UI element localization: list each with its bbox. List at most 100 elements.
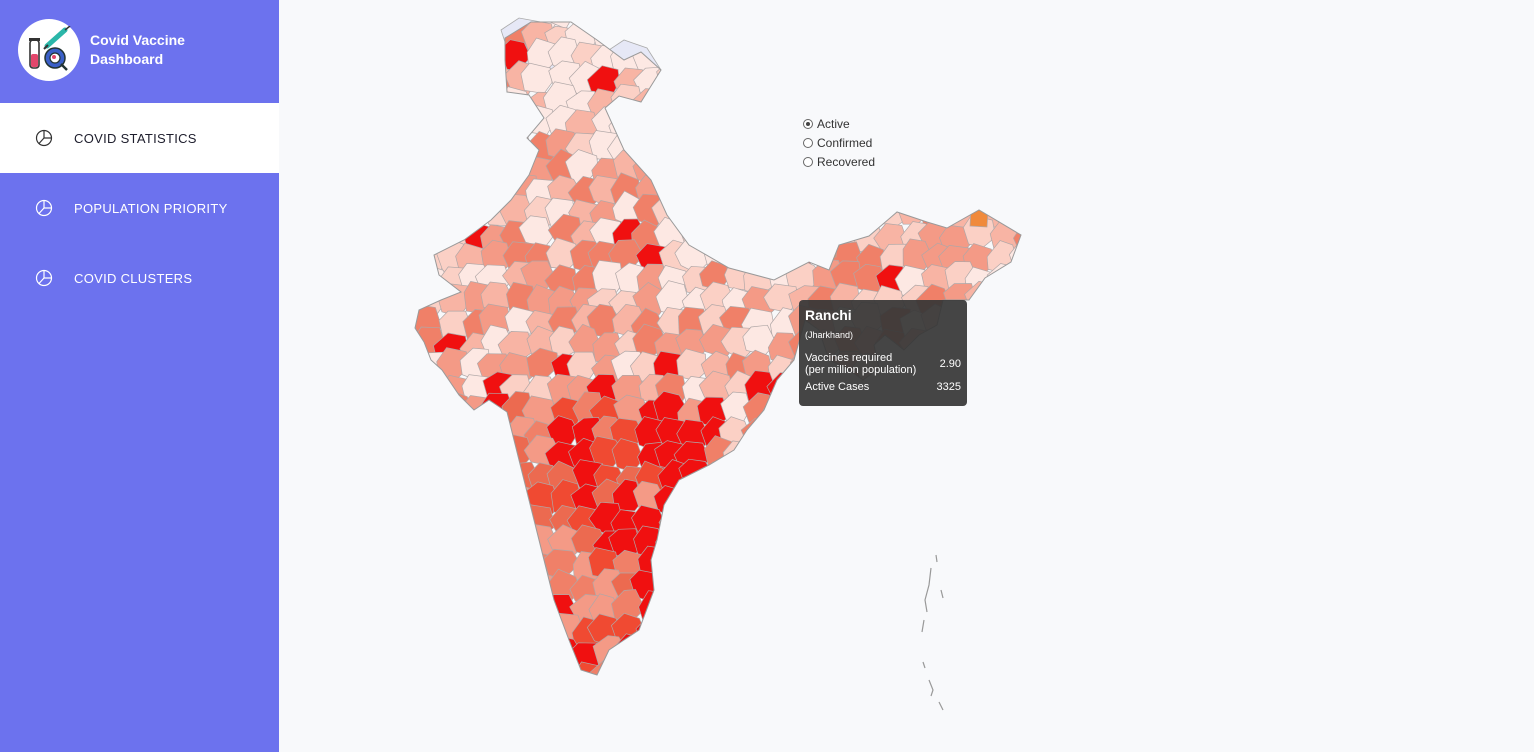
district-cell[interactable]	[965, 41, 1001, 74]
district-cell[interactable]	[902, 506, 936, 540]
district-cell[interactable]	[699, 133, 734, 164]
district-cell[interactable]	[985, 370, 1020, 406]
district-cell[interactable]	[721, 508, 754, 539]
district-cell[interactable]	[1009, 594, 1043, 628]
district-cell[interactable]	[767, 684, 799, 714]
district-cell[interactable]	[765, 17, 801, 52]
district-cell[interactable]	[784, 550, 820, 582]
district-cell[interactable]	[1008, 280, 1042, 315]
district-cell[interactable]	[877, 0, 912, 27]
district-cell[interactable]	[941, 506, 975, 542]
district-cell[interactable]	[390, 131, 422, 167]
district-cell[interactable]	[394, 618, 427, 652]
district-cell[interactable]	[812, 502, 843, 536]
district-cell[interactable]	[897, 83, 936, 117]
district-cell[interactable]	[482, 553, 517, 585]
district-cell[interactable]	[784, 505, 822, 537]
district-cell[interactable]	[459, 457, 492, 492]
district-cell[interactable]	[832, 483, 869, 517]
district-cell[interactable]	[833, 682, 866, 715]
district-cell[interactable]	[875, 91, 910, 123]
district-cell[interactable]	[418, 172, 453, 204]
district-cell[interactable]	[721, 596, 756, 627]
district-cell[interactable]	[788, 568, 825, 605]
highlighted-district[interactable]	[969, 208, 989, 228]
district-cell[interactable]	[810, 551, 844, 587]
district-cell[interactable]	[877, 617, 911, 652]
district-cell[interactable]	[412, 156, 447, 187]
district-cell[interactable]	[391, 25, 423, 58]
district-cell[interactable]	[943, 16, 981, 50]
district-cell[interactable]	[701, 89, 734, 123]
district-cell[interactable]	[413, 103, 447, 138]
district-cell[interactable]	[789, 614, 823, 650]
district-cell[interactable]	[919, 0, 953, 30]
district-cell[interactable]	[900, 421, 935, 454]
district-cell[interactable]	[655, 525, 691, 562]
district-cell[interactable]	[897, 547, 932, 579]
district-cell[interactable]	[695, 152, 731, 188]
district-cell[interactable]	[477, 414, 512, 450]
district-cell[interactable]	[390, 147, 424, 182]
district-cell[interactable]	[440, 414, 471, 449]
district-cell[interactable]	[720, 178, 757, 211]
district-cell[interactable]	[497, 636, 535, 670]
district-cell[interactable]	[701, 679, 733, 710]
district-cell[interactable]	[658, 108, 692, 141]
district-cell[interactable]	[766, 111, 800, 145]
district-cell[interactable]	[741, 21, 777, 53]
district-cell[interactable]	[591, 677, 622, 710]
district-cell[interactable]	[787, 418, 823, 453]
district-cell[interactable]	[678, 87, 711, 121]
district-cell[interactable]	[899, 41, 932, 75]
district-cell[interactable]	[433, 2, 467, 35]
district-cell[interactable]	[681, 196, 714, 229]
district-cell[interactable]	[436, 568, 471, 605]
district-cell[interactable]	[394, 392, 428, 423]
district-cell[interactable]	[455, 655, 489, 690]
district-cell[interactable]	[1010, 372, 1042, 410]
district-cell[interactable]	[433, 172, 468, 208]
district-cell[interactable]	[433, 531, 470, 563]
district-cell[interactable]	[520, 62, 553, 94]
district-cell[interactable]	[481, 656, 517, 689]
district-cell[interactable]	[456, 147, 493, 181]
district-cell[interactable]	[741, 215, 775, 249]
district-cell[interactable]	[657, 174, 693, 204]
district-cell[interactable]	[832, 417, 866, 452]
district-cell[interactable]	[502, 546, 537, 582]
district-cell[interactable]	[725, 486, 761, 517]
district-cell[interactable]	[390, 105, 424, 141]
district-cell[interactable]	[962, 326, 998, 358]
district-cell[interactable]	[435, 678, 469, 713]
district-cell[interactable]	[391, 552, 427, 585]
district-cell[interactable]	[923, 61, 960, 93]
district-cell[interactable]	[874, 479, 908, 514]
district-cell[interactable]	[415, 63, 453, 99]
district-cell[interactable]	[963, 349, 1000, 380]
district-cell[interactable]	[966, 419, 1001, 453]
district-cell[interactable]	[856, 635, 890, 669]
district-cell[interactable]	[853, 548, 887, 584]
district-cell[interactable]	[548, 657, 581, 690]
district-cell[interactable]	[790, 216, 825, 250]
district-cell[interactable]	[858, 44, 890, 79]
district-cell[interactable]	[763, 239, 796, 272]
district-cell[interactable]	[436, 656, 469, 690]
district-cell[interactable]	[673, 547, 708, 580]
district-cell[interactable]	[720, 66, 753, 98]
district-cell[interactable]	[984, 20, 1021, 52]
district-cell[interactable]	[1013, 41, 1046, 72]
district-cell[interactable]	[478, 680, 514, 714]
district-cell[interactable]	[1007, 105, 1041, 138]
district-cell[interactable]	[415, 86, 449, 120]
district-cell[interactable]	[812, 681, 847, 711]
district-cell[interactable]	[745, 477, 777, 514]
district-cell[interactable]	[570, 0, 603, 28]
district-cell[interactable]	[724, 635, 760, 670]
district-cell[interactable]	[745, 130, 778, 165]
district-cell[interactable]	[677, 127, 712, 160]
district-cell[interactable]	[876, 458, 907, 491]
district-cell[interactable]	[989, 348, 1022, 382]
district-cell[interactable]	[412, 394, 447, 426]
